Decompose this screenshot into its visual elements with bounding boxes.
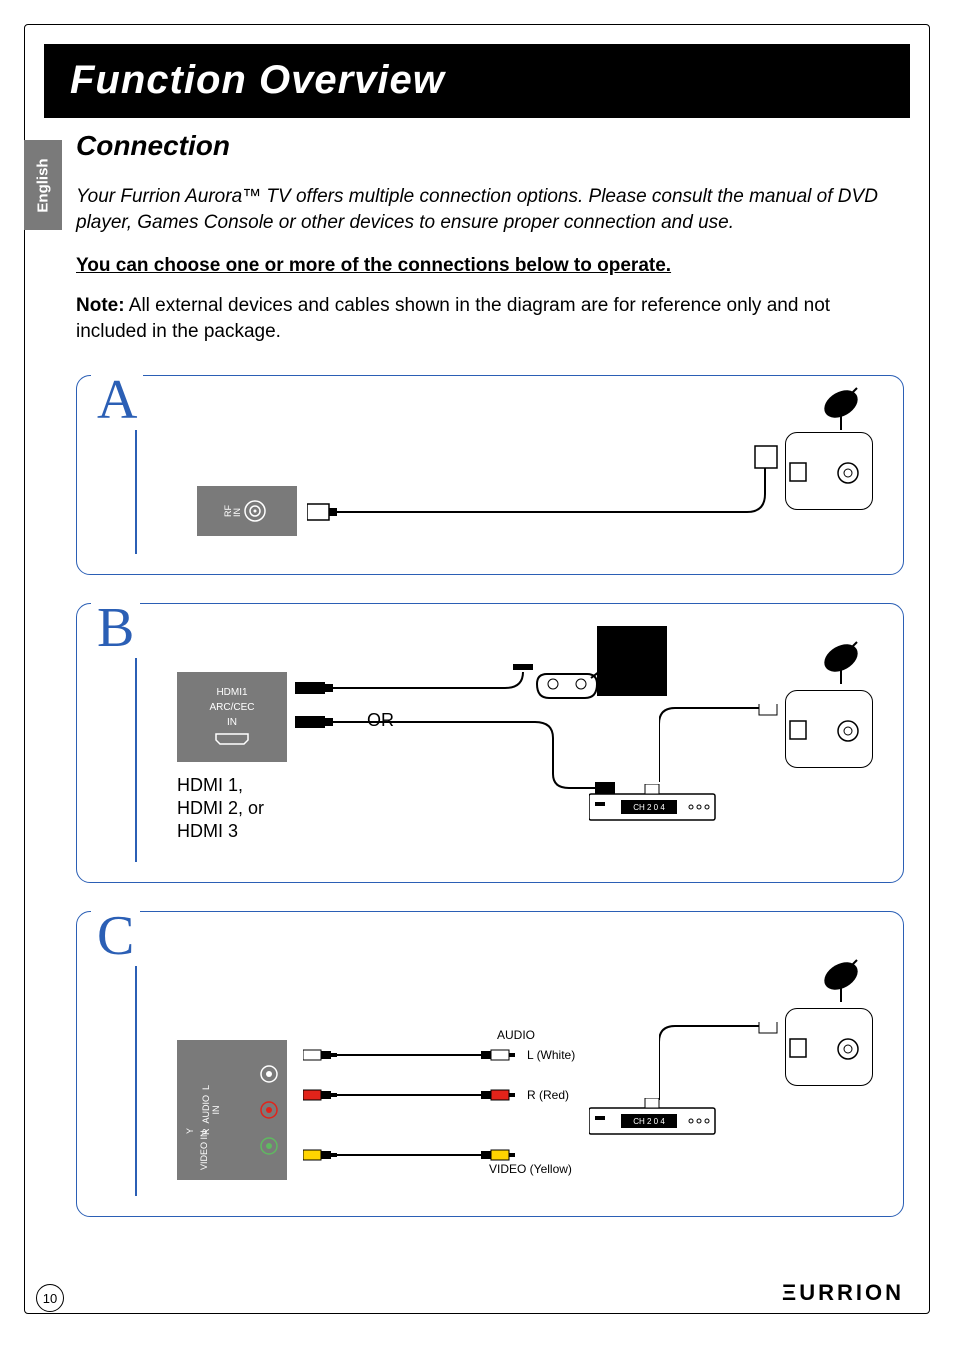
brand-logo: ΞURRION (782, 1280, 904, 1306)
satellite-dish-icon-c (813, 952, 867, 1006)
hdmi-caption: HDMI 1,HDMI 2, orHDMI 3 (177, 774, 264, 844)
hdmi-port-line2: ARC/CEC (209, 702, 254, 713)
cable-r-label: R (Red) (527, 1088, 569, 1102)
diagram-c: C R AUDIO LIN Y VIDEO IN (76, 911, 904, 1217)
hdmi-port-icon (214, 732, 250, 746)
section-title: Connection (76, 130, 904, 162)
hdmi-port-line1: HDMI1 (216, 687, 247, 698)
diagram-b-letter: B (91, 600, 140, 656)
diagram-c-divider (135, 966, 137, 1196)
svg-text:CH 2 0 4: CH 2 0 4 (633, 803, 665, 812)
rca-red-port (260, 1101, 278, 1119)
diagram-a-divider (135, 430, 137, 554)
cable-l-label: L (White) (527, 1048, 575, 1062)
rca-white-port (260, 1065, 278, 1083)
note-body: All external devices and cables shown in… (76, 295, 830, 342)
diagram-b: B HDMI1 ARC/CEC IN HDMI 1,HDMI 2, orHDMI… (76, 603, 904, 883)
game-console-icon (527, 626, 677, 716)
language-tab: English (24, 140, 62, 230)
page-title: Function Overview (70, 58, 445, 102)
audio-heading: AUDIO (497, 1028, 535, 1042)
antenna-box-c (785, 1008, 873, 1086)
cable-video-label: VIDEO (Yellow) (489, 1162, 572, 1176)
satellite-dish-icon-b (813, 634, 867, 688)
page-number: 10 (36, 1284, 64, 1312)
video-y-label: Y (185, 1128, 195, 1134)
content-area: Connection Your Furrion Aurora™ TV offer… (76, 130, 904, 1245)
note-label: Note: (76, 295, 125, 316)
diagram-a-letter: A (91, 372, 143, 428)
brand-text: URRION (799, 1280, 904, 1305)
svg-text:CH 2 0 4: CH 2 0 4 (633, 1117, 665, 1126)
antenna-box-a (785, 432, 873, 510)
note-text: Note: All external devices and cables sh… (76, 293, 904, 344)
hdmi-port-panel: HDMI1 ARC/CEC IN (177, 672, 287, 762)
page-title-bar: Function Overview (44, 44, 910, 118)
rca-yellow-port (260, 1137, 278, 1155)
satellite-dish-icon-a (813, 380, 867, 434)
diagram-a-cable (307, 416, 847, 546)
antenna-box-b (785, 690, 873, 768)
language-label: English (35, 158, 52, 212)
diagram-a: A RF IN (76, 375, 904, 575)
rf-label-2: IN (232, 508, 242, 517)
video-in-label: VIDEO IN (199, 1130, 209, 1170)
diagram-c-letter: C (91, 908, 140, 964)
coax-port-icon (243, 499, 267, 523)
diagram-b-divider (135, 658, 137, 862)
intro-text: Your Furrion Aurora™ TV offers multiple … (76, 184, 904, 235)
hdmi-port-line3: IN (227, 717, 237, 728)
rf-port-panel: RF IN (197, 486, 297, 536)
choose-note: You can choose one or more of the connec… (76, 255, 904, 277)
av-port-panel: R AUDIO LIN (177, 1040, 287, 1180)
